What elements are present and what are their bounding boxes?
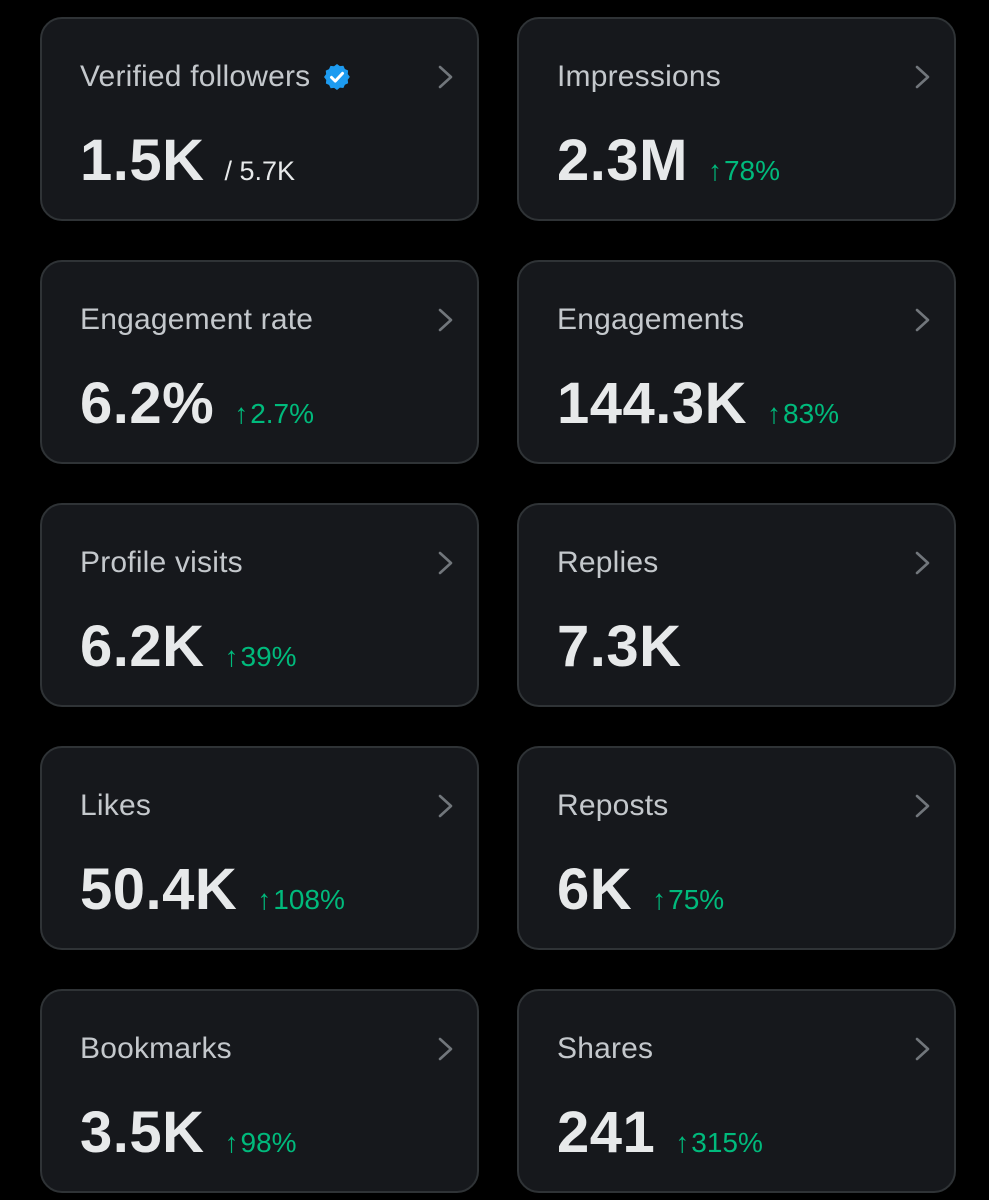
arrow-up-icon: ↑: [224, 641, 239, 672]
metric-card-shares[interactable]: Shares 241 ↑ 315%: [517, 989, 956, 1193]
metric-value-row: 6.2% ↑ 2.7%: [80, 368, 314, 440]
metric-label: Likes: [80, 789, 152, 822]
chevron-right-icon[interactable]: [912, 1031, 934, 1067]
metric-card-replies[interactable]: Replies 7.3K: [517, 503, 956, 707]
metric-label-row: Bookmarks: [80, 1029, 232, 1069]
metric-label: Engagements: [557, 303, 745, 336]
metric-label-row: Verified followers: [80, 57, 352, 97]
arrow-up-icon: ↑: [707, 155, 722, 186]
metric-value: 6.2%: [80, 371, 215, 436]
metric-label: Bookmarks: [80, 1032, 232, 1065]
metric-value-row: 144.3K ↑ 83%: [557, 368, 839, 440]
metric-label: Engagement rate: [80, 303, 314, 336]
metric-card-reposts[interactable]: Reposts 6K ↑ 75%: [517, 746, 956, 950]
metric-label: Verified followers: [80, 60, 311, 93]
metric-card-engagement-rate[interactable]: Engagement rate 6.2% ↑ 2.7%: [40, 260, 479, 464]
metric-value: 144.3K: [557, 371, 748, 436]
metric-label-row: Replies: [557, 543, 658, 583]
metric-value: 50.4K: [80, 857, 238, 922]
arrow-up-icon: ↑: [652, 884, 667, 915]
metric-label: Profile visits: [80, 546, 243, 579]
metric-label-row: Reposts: [557, 786, 668, 826]
analytics-grid: Verified followers 1.5K / 5.7K Impressio…: [40, 17, 956, 1193]
chevron-right-icon[interactable]: [435, 59, 457, 95]
chevron-right-icon[interactable]: [435, 1031, 457, 1067]
chevron-right-icon[interactable]: [912, 545, 934, 581]
chevron-right-icon[interactable]: [912, 302, 934, 338]
metric-delta-value: 75%: [668, 884, 725, 915]
metric-value: 241: [557, 1100, 656, 1165]
metric-card-profile-visits[interactable]: Profile visits 6.2K ↑ 39%: [40, 503, 479, 707]
metric-value: 3.5K: [80, 1100, 205, 1165]
chevron-right-icon[interactable]: [435, 302, 457, 338]
metric-label: Reposts: [557, 789, 669, 822]
metric-delta: ↑ 39%: [225, 641, 297, 673]
chevron-right-icon[interactable]: [912, 788, 934, 824]
metric-label-row: Impressions: [557, 57, 721, 97]
metric-label-row: Likes: [80, 786, 151, 826]
metric-delta-value: 83%: [783, 398, 840, 429]
metric-value-row: 7.3K: [557, 611, 682, 683]
metric-value-row: 1.5K / 5.7K: [80, 125, 295, 197]
metric-value: 7.3K: [557, 614, 682, 679]
metric-card-impressions[interactable]: Impressions 2.3M ↑ 78%: [517, 17, 956, 221]
metric-delta: ↑ 78%: [708, 155, 780, 187]
arrow-up-icon: ↑: [257, 884, 272, 915]
metric-value-row: 50.4K ↑ 108%: [80, 854, 345, 926]
metric-label: Replies: [557, 546, 659, 579]
metric-value: 1.5K: [80, 128, 205, 193]
metric-total: / 5.7K: [224, 156, 296, 186]
chevron-right-icon[interactable]: [435, 788, 457, 824]
metric-value-row: 241 ↑ 315%: [557, 1097, 763, 1169]
metric-value-row: 6K ↑ 75%: [557, 854, 724, 926]
metric-label-row: Engagements: [557, 300, 744, 340]
metric-delta: ↑ 83%: [767, 398, 839, 430]
metric-delta-value: 108%: [273, 884, 345, 915]
metric-label-row: Shares: [557, 1029, 653, 1069]
metric-delta-value: 315%: [691, 1127, 763, 1158]
metric-value: 6K: [557, 857, 633, 922]
metric-value-row: 6.2K ↑ 39%: [80, 611, 297, 683]
metric-delta: ↑ 75%: [652, 884, 724, 916]
metric-card-bookmarks[interactable]: Bookmarks 3.5K ↑ 98%: [40, 989, 479, 1193]
metric-value: 2.3M: [557, 128, 688, 193]
metric-delta-value: 78%: [723, 155, 780, 186]
metric-delta-value: 2.7%: [250, 398, 315, 429]
verified-badge-icon: [324, 64, 351, 90]
metric-value: 6.2K: [80, 614, 205, 679]
arrow-up-icon: ↑: [234, 398, 249, 429]
arrow-up-icon: ↑: [675, 1127, 690, 1158]
metric-delta-value: 39%: [240, 641, 297, 672]
metric-value-row: 3.5K ↑ 98%: [80, 1097, 297, 1169]
metric-label-row: Profile visits: [80, 543, 243, 583]
metric-label: Impressions: [557, 60, 721, 93]
metric-label-row: Engagement rate: [80, 300, 313, 340]
metric-delta-value: 98%: [240, 1127, 297, 1158]
metric-card-verified-followers[interactable]: Verified followers 1.5K / 5.7K: [40, 17, 479, 221]
metric-delta: ↑ 98%: [225, 1127, 297, 1159]
metric-label: Shares: [557, 1032, 654, 1065]
metric-delta: ↑ 108%: [257, 884, 345, 916]
chevron-right-icon[interactable]: [912, 59, 934, 95]
arrow-up-icon: ↑: [224, 1127, 239, 1158]
metric-card-engagements[interactable]: Engagements 144.3K ↑ 83%: [517, 260, 956, 464]
metric-delta: ↑ 315%: [675, 1127, 763, 1159]
metric-card-likes[interactable]: Likes 50.4K ↑ 108%: [40, 746, 479, 950]
arrow-up-icon: ↑: [767, 398, 782, 429]
metric-value-row: 2.3M ↑ 78%: [557, 125, 780, 197]
chevron-right-icon[interactable]: [435, 545, 457, 581]
metric-delta: ↑ 2.7%: [234, 398, 314, 430]
